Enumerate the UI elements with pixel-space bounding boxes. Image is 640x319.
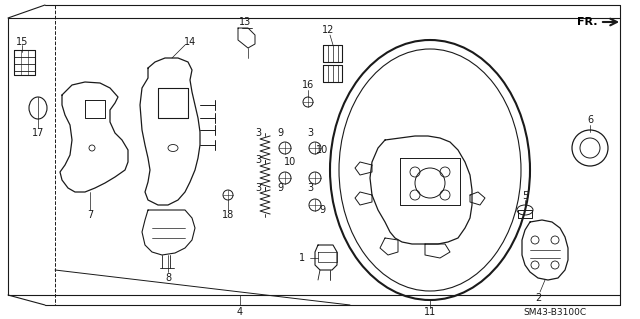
Text: 3: 3: [255, 155, 261, 165]
Text: 3: 3: [307, 183, 313, 193]
Text: 5: 5: [522, 191, 528, 201]
Text: 8: 8: [165, 273, 171, 283]
Text: 9: 9: [277, 128, 283, 138]
Text: 3: 3: [307, 128, 313, 138]
Text: 2: 2: [535, 293, 541, 303]
Text: 13: 13: [239, 17, 251, 27]
Text: 18: 18: [222, 210, 234, 220]
Text: 17: 17: [32, 128, 44, 138]
Text: 4: 4: [237, 307, 243, 317]
Text: 9: 9: [319, 205, 325, 215]
Text: FR.: FR.: [577, 17, 598, 27]
Text: 16: 16: [302, 80, 314, 90]
Text: 9: 9: [277, 183, 283, 193]
Text: 10: 10: [284, 157, 296, 167]
Text: 15: 15: [16, 37, 28, 47]
Text: 11: 11: [424, 307, 436, 317]
Text: 10: 10: [316, 145, 328, 155]
Text: 14: 14: [184, 37, 196, 47]
Text: 3: 3: [255, 183, 261, 193]
Text: SM43-B3100C: SM43-B3100C: [524, 308, 587, 317]
Text: 6: 6: [587, 115, 593, 125]
Text: 1: 1: [299, 253, 305, 263]
Text: 12: 12: [322, 25, 334, 35]
Text: 7: 7: [87, 210, 93, 220]
Text: 3: 3: [255, 128, 261, 138]
